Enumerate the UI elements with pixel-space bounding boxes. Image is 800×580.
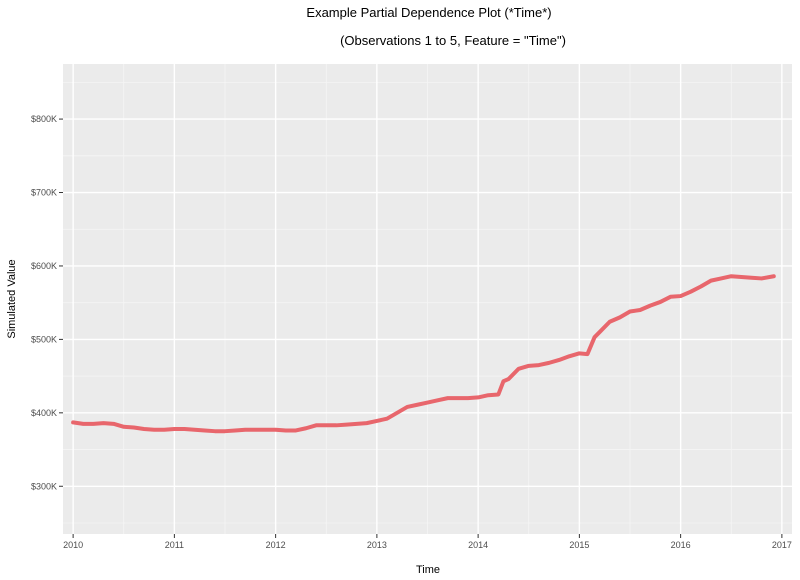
x-tick-label: 2010 [63,540,83,550]
x-tick-label: 2013 [367,540,387,550]
x-tick-label: 2014 [468,540,488,550]
x-axis-title: Time [416,564,440,576]
y-tick-label: $400K [31,408,57,418]
y-tick-label: $600K [31,261,57,271]
y-axis-tick-labels: $300K $400K $500K $600K $700K $800K [31,114,57,491]
x-tick-label: 2011 [165,540,184,550]
axis-ticks [59,118,783,538]
x-tick-label: 2012 [266,540,286,550]
y-tick-label: $700K [31,188,57,198]
x-tick-label: 2015 [569,540,589,550]
x-tick-label: 2017 [772,540,792,550]
y-tick-label: $500K [31,334,57,344]
chart-subtitle: (Observations 1 to 5, Feature = "Time") [340,33,566,48]
series-line [71,274,776,434]
y-axis-title: Simulated Value [6,259,18,338]
data-layer [71,274,776,434]
major-gridlines [63,64,792,534]
y-tick-label: $300K [31,481,57,491]
y-tick-label: $800K [31,114,57,124]
chart-title: Example Partial Dependence Plot (*Time*) [306,5,551,20]
minor-gridlines [63,64,792,534]
x-axis-tick-labels: 2010 2011 2012 2013 2014 2015 2016 2017 [63,540,792,550]
x-tick-label: 2016 [671,540,691,550]
